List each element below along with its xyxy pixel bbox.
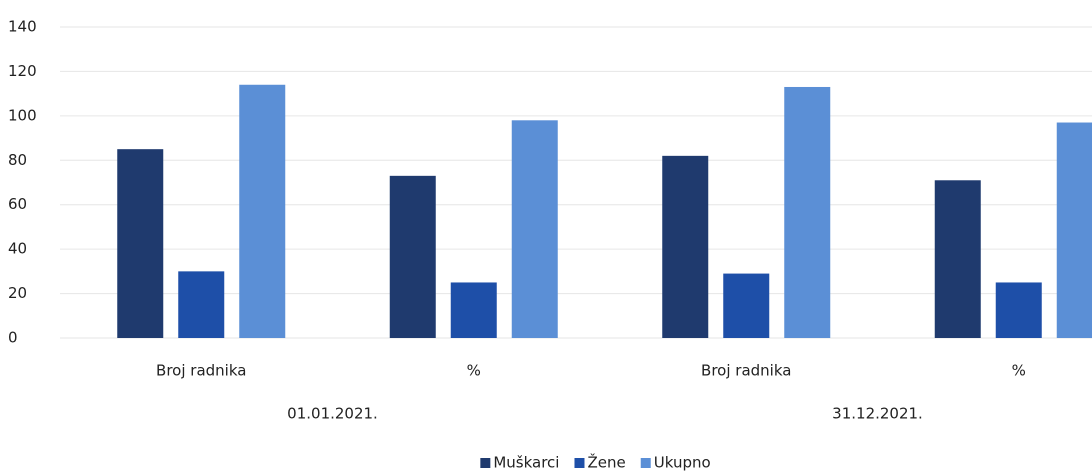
x-tick-label: % — [1012, 362, 1026, 380]
y-tick-label: 0 — [8, 329, 18, 347]
legend-swatch — [480, 458, 491, 468]
x-tick-label: Broj radnika — [156, 362, 246, 380]
bar — [450, 282, 497, 338]
legend-label: Žene — [587, 453, 625, 472]
y-tick-label: 120 — [8, 62, 37, 80]
legend-swatch — [640, 458, 651, 468]
y-tick-label: 60 — [8, 195, 27, 213]
bar — [934, 180, 981, 338]
bar — [662, 155, 709, 338]
y-tick-label: 80 — [8, 151, 27, 169]
y-tick-label: 100 — [8, 106, 37, 124]
y-tick-label: 40 — [8, 240, 27, 258]
x-group-label: 01.01.2021. — [287, 405, 378, 423]
bar — [389, 175, 436, 338]
bar — [178, 271, 225, 338]
y-tick-label: 140 — [8, 18, 37, 36]
legend-item: Muškarci — [480, 454, 559, 472]
x-tick-label: % — [467, 362, 481, 380]
legend-swatch — [574, 458, 585, 468]
bar — [1056, 122, 1092, 339]
x-group-label: 31.12.2021. — [832, 405, 923, 423]
legend-label: Ukupno — [654, 454, 711, 472]
bar — [511, 120, 558, 338]
bar — [239, 84, 286, 338]
y-tick-label: 20 — [8, 284, 27, 302]
legend-item: Žene — [574, 453, 626, 472]
x-tick-label: Broj radnika — [701, 362, 791, 380]
bar — [995, 282, 1042, 338]
legend-label: Muškarci — [493, 454, 559, 472]
bar — [117, 149, 164, 338]
bar — [784, 86, 831, 338]
bar — [723, 273, 770, 338]
legend-item: Ukupno — [640, 454, 711, 472]
